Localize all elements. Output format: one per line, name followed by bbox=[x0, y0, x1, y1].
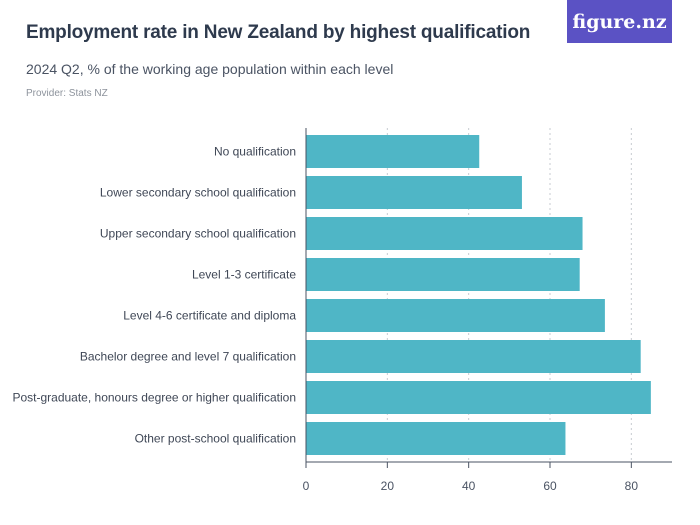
bar-6 bbox=[306, 381, 651, 414]
x-tick-label-2: 40 bbox=[462, 479, 476, 493]
provider-label: Provider: Stats NZ bbox=[26, 88, 108, 99]
bar-3 bbox=[306, 258, 580, 291]
x-tick-label-4: 80 bbox=[625, 479, 639, 493]
category-label-7: Other post-school qualification bbox=[135, 432, 296, 446]
category-label-1: Lower secondary school qualification bbox=[100, 186, 296, 200]
chart-subtitle: 2024 Q2, % of the working age population… bbox=[26, 61, 394, 77]
x-tick-label-3: 60 bbox=[543, 479, 557, 493]
chart-title: Employment rate in New Zealand by highes… bbox=[26, 22, 531, 43]
category-label-2: Upper secondary school qualification bbox=[100, 227, 296, 241]
category-label-3: Level 1-3 certificate bbox=[192, 268, 296, 282]
x-tick-label-1: 20 bbox=[381, 479, 395, 493]
category-label-0: No qualification bbox=[214, 145, 296, 159]
category-label-5: Bachelor degree and level 7 qualificatio… bbox=[80, 350, 296, 364]
figure-nz-logo[interactable]: figure.nz bbox=[567, 0, 672, 43]
bar-2 bbox=[306, 217, 583, 250]
x-tick-label-0: 0 bbox=[303, 479, 310, 493]
category-label-4: Level 4-6 certificate and diploma bbox=[123, 309, 296, 323]
category-label-6: Post-graduate, honours degree or higher … bbox=[12, 391, 296, 405]
bar-5 bbox=[306, 340, 641, 373]
bar-4 bbox=[306, 299, 605, 332]
bar-7 bbox=[306, 422, 566, 455]
bar-1 bbox=[306, 176, 522, 209]
bar-0 bbox=[306, 135, 480, 168]
